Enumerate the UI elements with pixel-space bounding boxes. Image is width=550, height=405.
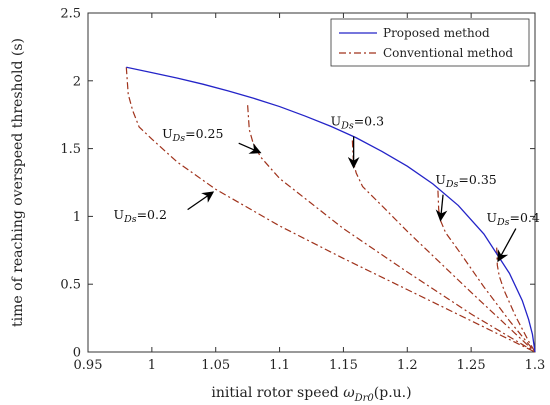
x-axis-label: initial rotor speed ωDr0(p.u.) xyxy=(211,385,411,404)
annotations: UDs=0.2 UDs=0.25 UDs=0.3 UDs=0.35 UDs=0.4 xyxy=(114,114,540,263)
annotation-arrow xyxy=(435,194,448,222)
x-tick-label: 1.1 xyxy=(269,358,290,373)
legend: Proposed method Conventional method xyxy=(330,18,530,67)
plot-frame xyxy=(87,12,536,353)
y-tick-label: 0.5 xyxy=(60,278,81,293)
conventional-line-u-ds-0-25 xyxy=(247,105,536,353)
x-tick-label: 1.15 xyxy=(329,358,358,373)
annotation-arrow xyxy=(187,191,215,211)
y-tick-label: 1 xyxy=(73,210,81,225)
y-tick-label: 2 xyxy=(73,74,81,89)
annotation-arrow xyxy=(238,142,262,154)
conventional-line-u-ds-0-4 xyxy=(496,247,536,353)
legend-box xyxy=(330,18,530,67)
annotation-label: UDs=0.35 xyxy=(435,172,496,190)
axes: 0.95 1 1.05 1.1 1.15 1.2 1.25 1.3 0 0.5 1 1.5 2 2.5 xyxy=(60,7,545,374)
legend-label: Proposed method xyxy=(383,26,490,40)
x-tick-label: 1.3 xyxy=(525,358,546,373)
proposed-line xyxy=(126,66,536,353)
series-group xyxy=(125,66,536,353)
y-tick-label: 1.5 xyxy=(60,142,81,157)
y-tick-label: 0 xyxy=(73,346,81,361)
conventional-line-u-ds-0-3 xyxy=(351,140,536,353)
annotation-label: UDs=0.3 xyxy=(331,114,384,132)
x-tick-label: 1.2 xyxy=(397,358,418,373)
y-axis-label: time of reaching overspeed threshold (s) xyxy=(10,38,26,327)
x-tick-label: 1.05 xyxy=(201,358,230,373)
annotation-arrow xyxy=(497,228,517,263)
x-tick-label: 1 xyxy=(148,358,156,373)
annotation-label: UDs=0.4 xyxy=(486,210,539,228)
legend-label: Conventional method xyxy=(383,46,513,60)
x-tick-label: 1.25 xyxy=(457,358,486,373)
x-tick-label: 0.95 xyxy=(74,358,103,373)
annotation-label: UDs=0.2 xyxy=(114,207,167,225)
conventional-line-u-ds-0-2 xyxy=(125,67,536,353)
y-tick-label: 2.5 xyxy=(60,7,81,22)
annotation-label: UDs=0.25 xyxy=(162,126,223,144)
